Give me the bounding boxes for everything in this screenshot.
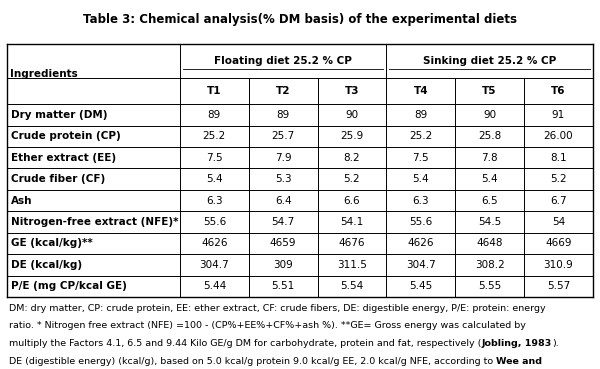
Text: 6.6: 6.6 bbox=[344, 196, 360, 206]
Text: 5.44: 5.44 bbox=[203, 281, 226, 291]
Text: 5.54: 5.54 bbox=[340, 281, 364, 291]
Text: 309: 309 bbox=[273, 260, 293, 270]
Text: P/E (mg CP/kcal GE): P/E (mg CP/kcal GE) bbox=[11, 281, 127, 291]
Text: ).: ). bbox=[552, 339, 559, 348]
Text: Floating diet 25.2 % CP: Floating diet 25.2 % CP bbox=[214, 56, 352, 66]
Text: 304.7: 304.7 bbox=[406, 260, 436, 270]
Text: T6: T6 bbox=[551, 86, 566, 96]
Text: Ether extract (EE): Ether extract (EE) bbox=[11, 153, 116, 163]
Text: 4626: 4626 bbox=[201, 238, 227, 248]
Text: 5.2: 5.2 bbox=[550, 174, 567, 184]
Text: 8.1: 8.1 bbox=[550, 153, 567, 163]
Text: 89: 89 bbox=[208, 110, 221, 120]
Text: Table 3: Chemical analysis(% DM basis) of the experimental diets: Table 3: Chemical analysis(% DM basis) o… bbox=[83, 13, 517, 26]
Text: Jobling, 1983: Jobling, 1983 bbox=[482, 339, 552, 348]
Text: 8.2: 8.2 bbox=[344, 153, 360, 163]
Text: 4626: 4626 bbox=[407, 238, 434, 248]
Text: 54: 54 bbox=[552, 217, 565, 227]
Text: DE (kcal/kg): DE (kcal/kg) bbox=[11, 260, 82, 270]
Text: 5.45: 5.45 bbox=[409, 281, 433, 291]
Text: 55.6: 55.6 bbox=[409, 217, 433, 227]
Text: 4659: 4659 bbox=[270, 238, 296, 248]
Text: Ingredients: Ingredients bbox=[10, 69, 78, 79]
Text: 7.5: 7.5 bbox=[412, 153, 429, 163]
Text: Crude fiber (CF): Crude fiber (CF) bbox=[11, 174, 106, 184]
Text: 25.8: 25.8 bbox=[478, 131, 501, 141]
Text: 6.7: 6.7 bbox=[550, 196, 567, 206]
Text: T1: T1 bbox=[207, 86, 221, 96]
Text: T4: T4 bbox=[413, 86, 428, 96]
Text: ratio. * Nitrogen free extract (NFE) =100 - (CP%+EE%+CF%+ash %). **GE= Gross ene: ratio. * Nitrogen free extract (NFE) =10… bbox=[9, 321, 526, 330]
Text: 6.3: 6.3 bbox=[206, 196, 223, 206]
Text: 5.57: 5.57 bbox=[547, 281, 570, 291]
Text: 54.1: 54.1 bbox=[340, 217, 364, 227]
Text: 25.2: 25.2 bbox=[409, 131, 433, 141]
Text: DM: dry matter, CP: crude protein, EE: ether extract, CF: crude fibers, DE: dige: DM: dry matter, CP: crude protein, EE: e… bbox=[9, 304, 546, 313]
Text: 7.9: 7.9 bbox=[275, 153, 292, 163]
Text: 6.5: 6.5 bbox=[481, 196, 498, 206]
Text: 6.4: 6.4 bbox=[275, 196, 292, 206]
Text: 310.9: 310.9 bbox=[544, 260, 573, 270]
Text: 25.2: 25.2 bbox=[203, 131, 226, 141]
Text: 4676: 4676 bbox=[339, 238, 365, 248]
Text: 4669: 4669 bbox=[545, 238, 572, 248]
Text: 5.2: 5.2 bbox=[344, 174, 360, 184]
Text: 54.7: 54.7 bbox=[272, 217, 295, 227]
Text: 4648: 4648 bbox=[476, 238, 503, 248]
Text: 89: 89 bbox=[277, 110, 290, 120]
Text: T5: T5 bbox=[482, 86, 497, 96]
Text: 5.4: 5.4 bbox=[206, 174, 223, 184]
Text: 304.7: 304.7 bbox=[199, 260, 229, 270]
Text: GE (kcal/kg)**: GE (kcal/kg)** bbox=[11, 238, 93, 248]
Text: Nitrogen-free extract (NFE)*: Nitrogen-free extract (NFE)* bbox=[11, 217, 179, 227]
Text: Sinking diet 25.2 % CP: Sinking diet 25.2 % CP bbox=[423, 56, 556, 66]
Text: 5.3: 5.3 bbox=[275, 174, 292, 184]
Text: 5.55: 5.55 bbox=[478, 281, 501, 291]
Text: 25.9: 25.9 bbox=[340, 131, 364, 141]
Text: 7.5: 7.5 bbox=[206, 153, 223, 163]
Text: 7.8: 7.8 bbox=[481, 153, 498, 163]
Text: 89: 89 bbox=[414, 110, 427, 120]
Text: 5.4: 5.4 bbox=[412, 174, 429, 184]
Text: Crude protein (CP): Crude protein (CP) bbox=[11, 131, 121, 141]
Text: 90: 90 bbox=[483, 110, 496, 120]
Text: 25.7: 25.7 bbox=[272, 131, 295, 141]
Text: T3: T3 bbox=[345, 86, 359, 96]
Text: 91: 91 bbox=[552, 110, 565, 120]
Text: 6.3: 6.3 bbox=[412, 196, 429, 206]
Text: 26.00: 26.00 bbox=[544, 131, 573, 141]
Text: Wee and: Wee and bbox=[496, 357, 542, 366]
Text: 5.51: 5.51 bbox=[272, 281, 295, 291]
Text: 308.2: 308.2 bbox=[475, 260, 505, 270]
Text: 311.5: 311.5 bbox=[337, 260, 367, 270]
Text: Ash: Ash bbox=[11, 196, 33, 206]
Text: 55.6: 55.6 bbox=[203, 217, 226, 227]
Text: Dry matter (DM): Dry matter (DM) bbox=[11, 110, 108, 120]
Text: T2: T2 bbox=[276, 86, 290, 96]
Text: 5.4: 5.4 bbox=[481, 174, 498, 184]
Text: 90: 90 bbox=[346, 110, 359, 120]
Text: DE (digestible energy) (kcal/g), based on 5.0 kcal/g protein 9.0 kcal/g EE, 2.0 : DE (digestible energy) (kcal/g), based o… bbox=[9, 357, 496, 366]
Text: 54.5: 54.5 bbox=[478, 217, 501, 227]
Text: multiply the Factors 4.1, 6.5 and 9.44 Kilo GE/g DM for carbohydrate, protein an: multiply the Factors 4.1, 6.5 and 9.44 K… bbox=[9, 339, 482, 348]
